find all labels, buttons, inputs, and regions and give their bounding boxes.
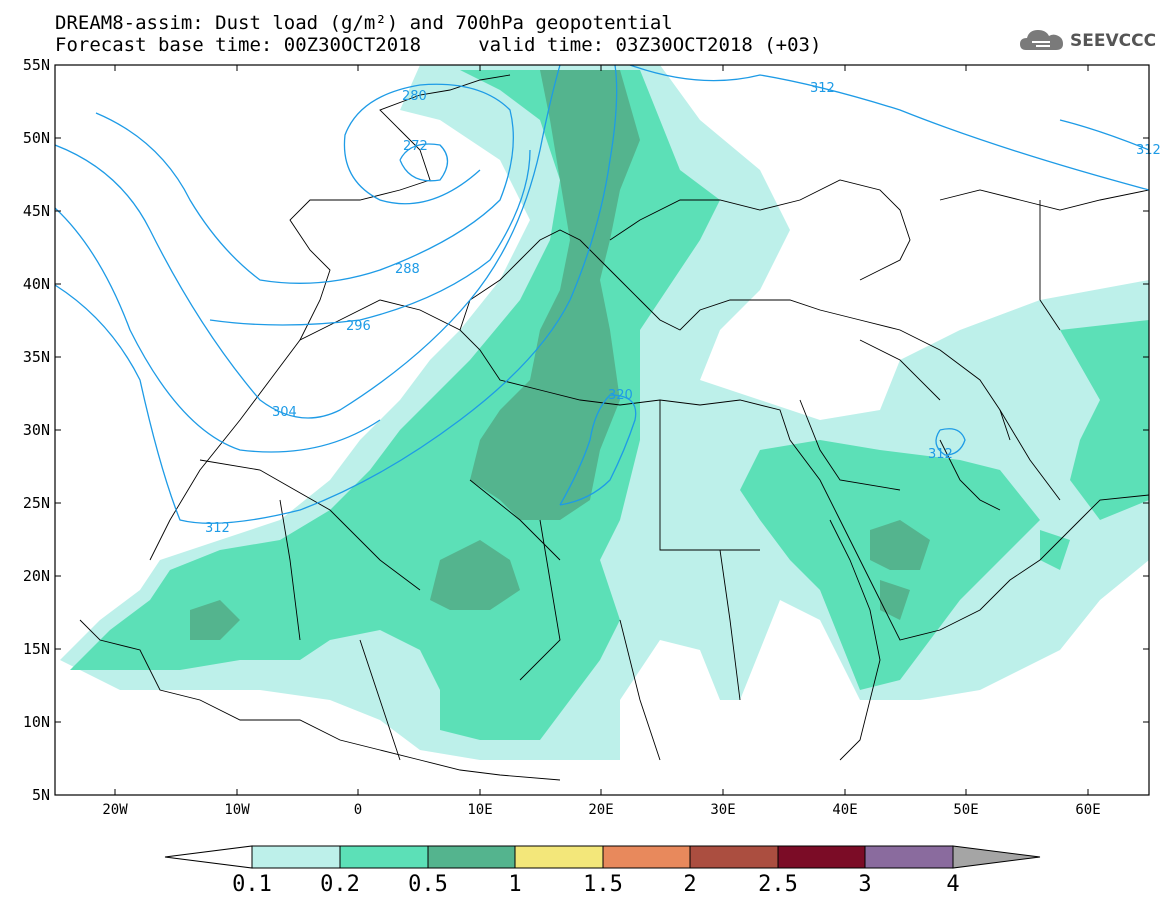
colorbar-label: 0.1 — [232, 872, 272, 897]
lon-label: 20E — [588, 802, 613, 818]
lon-label: 50E — [953, 802, 978, 818]
lon-label: 10E — [467, 802, 492, 818]
lat-label: 55N — [23, 56, 50, 74]
colorbar-under-arrow — [164, 845, 253, 869]
colorbar-label: 2 — [683, 872, 696, 897]
map-title: DREAM8-assim: Dust load (g/m²) and 700hP… — [55, 12, 673, 34]
contour-label: 288 — [395, 262, 420, 277]
colorbar-box — [251, 845, 341, 869]
colorbar-label: 0.2 — [320, 872, 360, 897]
lat-label: 20N — [23, 567, 50, 585]
colorbar-box — [514, 845, 604, 869]
lat-label: 30N — [23, 421, 50, 439]
lat-label: 50N — [23, 129, 50, 147]
colorbar-box — [864, 845, 954, 869]
seevccc-logo: SEEVCCC — [1018, 26, 1156, 56]
lon-ticks — [114, 65, 1089, 795]
cloud-icon — [1020, 30, 1063, 50]
logo-text: SEEVCCC — [1070, 31, 1157, 51]
lat-label: 25N — [23, 494, 50, 512]
lat-label: 15N — [23, 640, 50, 658]
colorbar-box — [602, 845, 691, 869]
lat-label: 45N — [23, 202, 50, 220]
colorbar-label: 1.5 — [583, 872, 623, 897]
lon-label: 0 — [354, 802, 362, 818]
colorbar-box — [777, 845, 866, 869]
lat-ticks — [55, 64, 1149, 796]
colorbar-label: 0.5 — [408, 872, 448, 897]
country-borders — [79, 74, 1149, 781]
dust-load-field — [60, 65, 1149, 760]
contour-label: 312 — [205, 521, 230, 536]
lon-label: 10W — [224, 802, 250, 818]
colorbar-box — [339, 845, 429, 869]
colorbar-label: 1 — [508, 872, 521, 897]
colorbar-box — [427, 845, 516, 869]
contour-label: 304 — [272, 405, 297, 420]
contour-label: 312 — [928, 447, 953, 462]
colorbar-box — [689, 845, 779, 869]
geopotential-contours — [55, 65, 1149, 524]
colorbar-over-arrow — [952, 845, 1041, 869]
lon-label: 40E — [832, 802, 857, 818]
contour-label: 272 — [403, 139, 428, 154]
lat-labels: 55N 50N 45N 40N 35N 30N 25N 20N 15N 10N … — [23, 56, 50, 804]
contour-label: 312 — [810, 81, 835, 96]
colorbar-label: 4 — [946, 872, 959, 897]
lon-label: 20W — [102, 802, 128, 818]
contour-labels: 280 272 288 296 304 312 312 320 312 312 — [205, 81, 1161, 536]
contour-label: 320 — [608, 388, 633, 403]
lat-label: 35N — [23, 348, 50, 366]
lon-labels: 20W 10W 0 10E 20E 30E 40E 50E 60E — [102, 802, 1100, 818]
lon-label: 30E — [710, 802, 735, 818]
lon-label: 60E — [1075, 802, 1100, 818]
colorbar-label: 2.5 — [758, 872, 798, 897]
lat-label: 5N — [32, 786, 50, 804]
map-subtitle: Forecast base time: 00Z30OCT2018 valid t… — [55, 34, 822, 56]
lat-label: 10N — [23, 713, 50, 731]
colorbar: 0.1 0.2 0.5 1 1.5 2 2.5 3 4 — [164, 845, 1041, 897]
contour-label: 280 — [402, 89, 427, 104]
colorbar-label: 3 — [858, 872, 871, 897]
lat-label: 40N — [23, 275, 50, 293]
contour-label: 296 — [346, 319, 371, 334]
